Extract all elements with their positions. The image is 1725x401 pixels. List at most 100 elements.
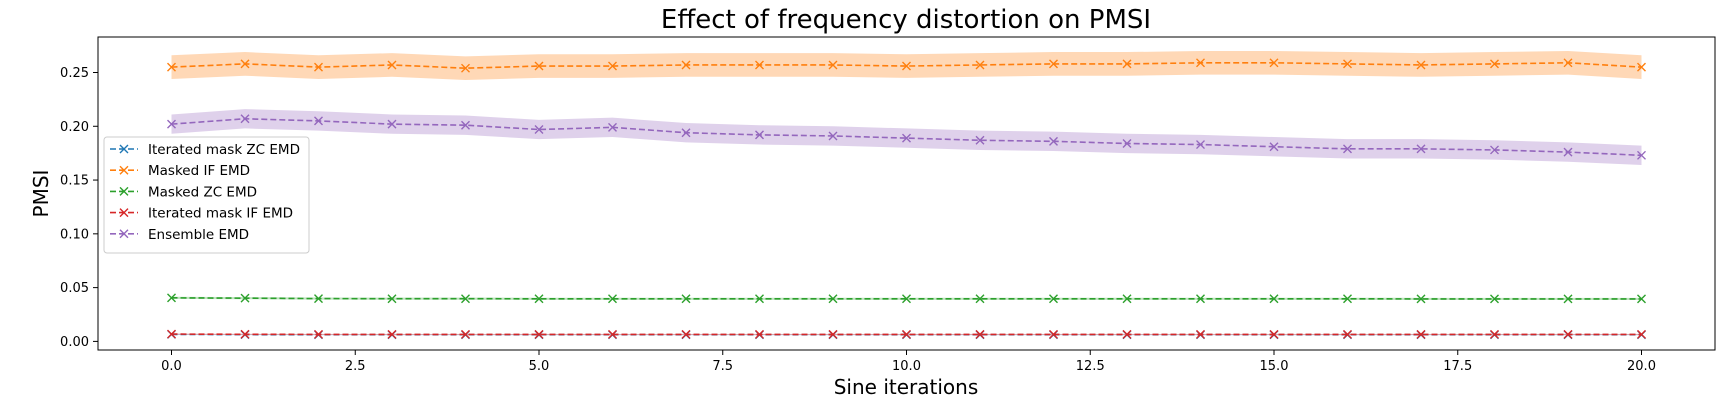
- point-ensemble-emd-20: [1637, 150, 1646, 160]
- point-iterated-mask-if-emd-15: [1269, 329, 1279, 339]
- point-iterated-mask-if-emd-1: [240, 329, 250, 339]
- point-masked-if-emd-9: [828, 60, 838, 70]
- point-iterated-mask-if-emd-7: [681, 329, 691, 339]
- y-axis-label: PMSI: [29, 170, 53, 218]
- point-masked-zc-emd-20: [1637, 294, 1646, 304]
- legend-box: [103, 136, 310, 254]
- point-masked-if-emd-19: [1563, 58, 1573, 68]
- point-ensemble-emd-17: [1416, 144, 1426, 154]
- point-ensemble-emd-11: [975, 135, 985, 145]
- point-ensemble-emd-2: [314, 116, 323, 126]
- point-masked-if-emd-13: [1122, 59, 1132, 69]
- x-tick-label-1: 2.5: [345, 359, 366, 374]
- line-masked-zc-emd: [171, 297, 1642, 300]
- point-ensemble-emd-5: [534, 125, 544, 134]
- legend-marker-iterated-mask-zc-emd: [119, 144, 129, 154]
- point-ensemble-emd-14: [1196, 140, 1205, 150]
- y-tick-label-2: 0.10: [60, 227, 89, 242]
- point-masked-if-emd-4: [461, 63, 470, 73]
- point-masked-if-emd-14: [1196, 58, 1205, 68]
- point-iterated-mask-if-emd-20: [1637, 329, 1646, 339]
- point-iterated-mask-if-emd-8: [755, 329, 764, 339]
- point-masked-if-emd-18: [1490, 59, 1499, 69]
- legend-marker-masked-if-emd: [119, 165, 129, 175]
- point-masked-zc-emd-14: [1196, 294, 1205, 304]
- point-masked-zc-emd-5: [534, 294, 544, 304]
- x-tick-label-2: 5.0: [529, 359, 550, 374]
- x-tick-label-7: 17.5: [1443, 359, 1472, 374]
- line-ensemble-emd: [171, 117, 1642, 157]
- point-iterated-mask-if-emd-5: [534, 329, 544, 339]
- x-axis: 0.0 2.5 5.0 7.5 10.0 12.5 15.0 17.5 20.0: [161, 350, 1656, 374]
- point-ensemble-emd-7: [681, 128, 691, 138]
- point-iterated-mask-if-emd-4: [461, 329, 470, 339]
- point-masked-zc-emd-0: [167, 293, 176, 303]
- point-ensemble-emd-13: [1122, 138, 1132, 148]
- point-masked-if-emd-17: [1416, 60, 1426, 70]
- point-masked-if-emd-8: [755, 60, 764, 70]
- series-lines: [167, 58, 1646, 340]
- point-masked-zc-emd-10: [902, 294, 911, 304]
- point-ensemble-emd-4: [461, 120, 470, 130]
- point-ensemble-emd-16: [1343, 144, 1352, 154]
- point-ensemble-emd-15: [1269, 142, 1279, 152]
- point-iterated-mask-if-emd-16: [1343, 329, 1352, 339]
- y-tick-label-3: 0.15: [60, 174, 89, 189]
- point-iterated-mask-if-emd-17: [1416, 329, 1426, 339]
- point-iterated-mask-if-emd-19: [1563, 329, 1573, 339]
- point-masked-zc-emd-4: [461, 294, 470, 304]
- point-iterated-mask-if-emd-11: [975, 329, 985, 339]
- point-masked-zc-emd-12: [1049, 294, 1058, 304]
- point-masked-zc-emd-13: [1122, 294, 1132, 304]
- point-ensemble-emd-18: [1490, 145, 1499, 155]
- point-masked-if-emd-10: [902, 61, 911, 71]
- legend-marker-iterated-mask-if-emd: [119, 208, 129, 218]
- point-ensemble-emd-8: [755, 130, 764, 140]
- legend-label-iterated-mask-if-emd: Iterated mask IF EMD: [148, 206, 293, 222]
- legend-label-masked-if-emd: Masked IF EMD: [148, 163, 250, 179]
- point-masked-if-emd-6: [608, 61, 617, 71]
- point-masked-zc-emd-11: [975, 294, 985, 304]
- point-iterated-mask-if-emd-18: [1490, 329, 1499, 339]
- y-tick-label-5: 0.25: [60, 66, 89, 81]
- point-iterated-mask-if-emd-10: [902, 329, 911, 339]
- point-masked-if-emd-20: [1637, 62, 1646, 72]
- point-masked-zc-emd-1: [240, 293, 250, 303]
- point-masked-if-emd-3: [387, 60, 397, 70]
- point-masked-zc-emd-19: [1563, 294, 1573, 304]
- point-masked-zc-emd-3: [387, 294, 397, 304]
- point-ensemble-emd-10: [902, 133, 911, 143]
- point-masked-if-emd-1: [240, 59, 250, 69]
- legend: Iterated mask ZC EMD Masked IF EMD Masked …: [103, 136, 310, 254]
- x-tick-label-4: 10.0: [892, 359, 921, 374]
- y-axis: 0.00 0.05 0.10 0.15 0.20 0.25: [60, 66, 98, 350]
- x-axis-label: Sine iterations: [834, 375, 979, 399]
- point-masked-if-emd-5: [534, 61, 544, 71]
- point-masked-zc-emd-17: [1416, 294, 1426, 304]
- point-ensemble-emd-0: [167, 119, 176, 129]
- point-ensemble-emd-6: [608, 122, 617, 132]
- point-masked-zc-emd-2: [314, 294, 323, 304]
- point-iterated-mask-if-emd-3: [387, 329, 397, 339]
- point-masked-if-emd-12: [1049, 59, 1058, 69]
- legend-marker-ensemble-emd: [119, 229, 129, 239]
- point-masked-if-emd-7: [681, 60, 691, 70]
- point-masked-zc-emd-15: [1269, 294, 1279, 304]
- legend-marker-masked-zc-emd: [119, 186, 129, 196]
- point-masked-zc-emd-7: [681, 294, 691, 304]
- point-masked-zc-emd-6: [608, 294, 617, 304]
- point-masked-if-emd-0: [167, 62, 176, 72]
- point-masked-zc-emd-8: [755, 294, 764, 304]
- legend-label-ensemble-emd: Ensemble EMD: [148, 227, 249, 243]
- x-tick-label-3: 7.5: [712, 359, 733, 374]
- x-tick-label-6: 15.0: [1260, 359, 1289, 374]
- point-masked-zc-emd-16: [1343, 294, 1352, 304]
- legend-label-masked-zc-emd: Masked ZC EMD: [148, 184, 257, 200]
- point-masked-if-emd-16: [1343, 59, 1352, 69]
- point-iterated-mask-if-emd-2: [314, 329, 323, 339]
- point-iterated-mask-if-emd-14: [1196, 329, 1205, 339]
- point-ensemble-emd-12: [1049, 136, 1058, 146]
- point-masked-if-emd-11: [975, 60, 985, 70]
- line-masked-if-emd: [171, 62, 1642, 69]
